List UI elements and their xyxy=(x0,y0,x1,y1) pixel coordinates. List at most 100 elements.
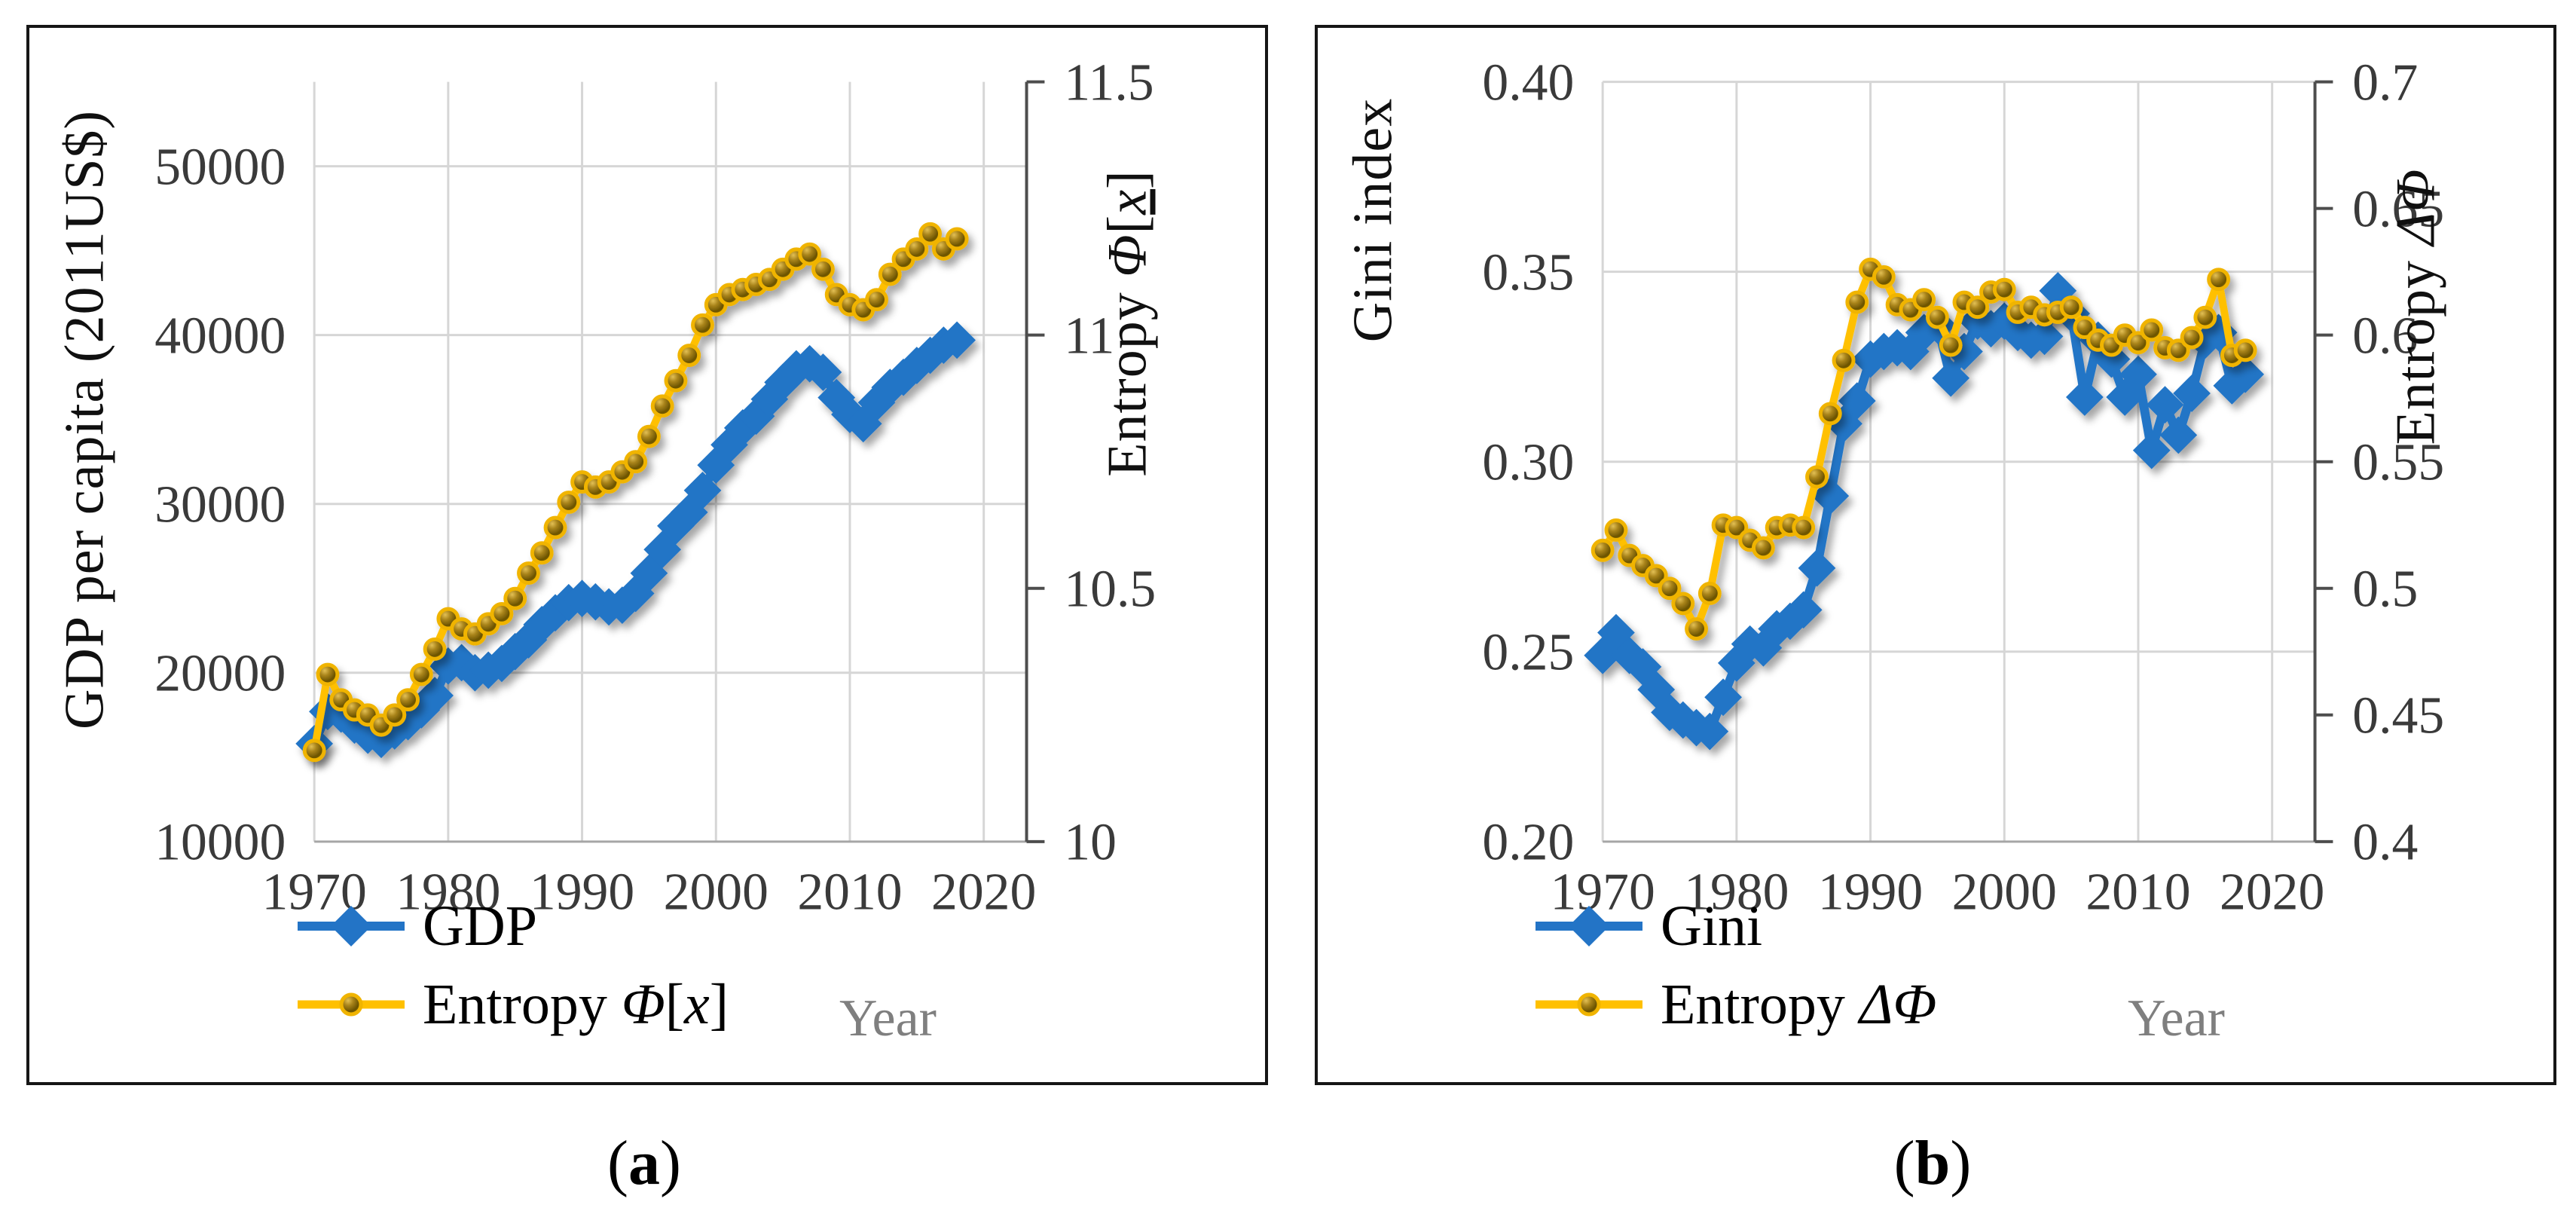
data-point-marker xyxy=(1798,549,1836,587)
data-point-marker xyxy=(1658,576,1682,601)
tick-label: 1990 xyxy=(1818,863,1923,921)
label-part: x xyxy=(684,973,710,1036)
data-point-marker xyxy=(2025,317,2064,356)
data-point-marker xyxy=(1872,264,1896,289)
tick-label: 2010 xyxy=(797,863,902,921)
tick-label: 2020 xyxy=(931,863,1036,921)
tick-label: 10000 xyxy=(154,814,286,872)
data-point-marker xyxy=(1805,465,1829,489)
label-part: Φ xyxy=(1096,234,1159,277)
tick-label: 0.35 xyxy=(1482,244,1574,302)
panel-b-x-axis-title: Year xyxy=(2128,989,2225,1047)
tick-label: 1990 xyxy=(530,863,634,921)
tick-label: 0.40 xyxy=(1482,54,1574,112)
data-point-marker xyxy=(637,424,661,448)
label-part: x xyxy=(1096,188,1159,215)
panel-b-legend-item-gini: Gini xyxy=(1532,896,1762,956)
x-tick-labels: 1970 1980 1990 2000 2010 2020 xyxy=(262,863,1037,921)
tick-label: 2020 xyxy=(2220,863,2324,921)
data-point-marker xyxy=(945,227,969,251)
tick-label: 20000 xyxy=(154,645,286,703)
data-point-marker xyxy=(503,586,527,610)
tick-label: 0.7 xyxy=(2352,54,2418,112)
tick-label: 0.5 xyxy=(2352,561,2418,619)
data-point-marker xyxy=(677,344,701,367)
entropy-phi-x-markers xyxy=(302,222,969,763)
chart-a-plot: 10000200003000040000500001010.51111.5197… xyxy=(154,54,1156,921)
data-point-marker xyxy=(1966,295,1990,320)
chart-b-plot: 0.20 0.25 0.30 0.35 0.40 0.4 0.45 0.5 0.55 0.6 0.6… xyxy=(1482,54,2444,921)
data-point-marker xyxy=(817,378,856,417)
panel-a: 10000 20000 30000 40000 50000 10 10.5 11 11.5 197… xyxy=(26,25,1268,1085)
x-tick-labels: 1970 1980 1990 2000 2010 2020 xyxy=(1551,863,2325,921)
data-point-marker xyxy=(396,688,420,712)
data-point-marker xyxy=(2173,375,2211,412)
data-point-marker xyxy=(624,450,648,474)
data-point-marker xyxy=(2207,268,2231,292)
entropy-delta-phi-markers xyxy=(1591,257,2257,641)
data-point-marker xyxy=(1925,305,1949,329)
panel-b-legend-item-entropy: Entropy ΔΦ xyxy=(1532,974,1936,1035)
tick-label: 2000 xyxy=(1952,863,2057,921)
tick-label: 11 xyxy=(1064,307,1114,365)
label-part: Gini xyxy=(1661,894,1763,958)
data-point-marker xyxy=(1845,290,1869,314)
label-part: ] xyxy=(709,973,729,1036)
horizontal-gridlines xyxy=(314,165,1027,843)
data-point-marker xyxy=(865,288,888,312)
panel-a-x-axis-title: Year xyxy=(839,989,937,1047)
data-point-marker xyxy=(2140,318,2164,342)
tick-label: 0.4 xyxy=(2352,814,2418,872)
tick-label: 1970 xyxy=(1551,863,1655,921)
data-point-marker xyxy=(2059,295,2083,320)
panel-b-right-axis-title: Entropy ΔΦ xyxy=(2385,169,2449,445)
panel-a-legend-label-gdp: GDP xyxy=(423,897,537,955)
data-point-marker xyxy=(409,662,433,686)
right-axis xyxy=(2313,80,2333,843)
tick-label: 2000 xyxy=(664,863,769,921)
series-entropy-phi-x xyxy=(302,222,969,763)
tick-label: 10 xyxy=(1064,814,1117,872)
gini-legend-marker-icon xyxy=(1536,906,1642,946)
data-point-marker xyxy=(2180,326,2204,350)
caption-b: (b) xyxy=(1893,1128,1972,1198)
data-point-marker xyxy=(798,242,822,266)
label-part: GDP xyxy=(423,894,538,958)
data-point-marker xyxy=(650,394,674,418)
label-part: Entropy xyxy=(2385,245,2447,445)
data-point-marker xyxy=(302,738,326,763)
data-point-marker xyxy=(1792,515,1816,540)
tick-label: 1980 xyxy=(396,863,500,921)
tick-label: 40000 xyxy=(154,307,286,365)
data-point-marker xyxy=(1751,536,1775,560)
right-tick-labels: 10 10.5 11 11.5 xyxy=(1064,54,1156,871)
tick-label: 0.30 xyxy=(1482,434,1574,492)
tick-label: 30000 xyxy=(154,476,286,534)
data-point-marker xyxy=(1691,712,1729,751)
panel-b-left-axis-title: Gini index xyxy=(1342,98,1406,342)
panel-a-right-axis-title: Entropy Φ[x] xyxy=(1096,170,1160,476)
data-point-marker xyxy=(1912,288,1936,312)
label-part: ] xyxy=(1096,170,1159,189)
data-point-marker xyxy=(423,637,447,661)
data-point-marker xyxy=(1591,538,1615,562)
data-point-marker xyxy=(2193,305,2217,329)
data-point-marker xyxy=(918,222,943,246)
tick-label: 1980 xyxy=(1684,863,1789,921)
data-point-marker xyxy=(530,541,554,565)
data-point-marker xyxy=(2233,338,2257,362)
data-point-marker xyxy=(811,257,835,281)
panel-b-legend-label-entropy: Entropy ΔΦ xyxy=(1661,976,1936,1033)
horizontal-gridlines xyxy=(1603,81,2315,843)
data-point-marker xyxy=(683,471,722,509)
tick-label: 11.5 xyxy=(1064,54,1154,112)
data-point-marker xyxy=(2066,378,2104,416)
data-point-marker xyxy=(1832,348,1856,372)
data-point-marker xyxy=(1784,591,1823,629)
panel-a-legend-item-entropy: Entropy Φ[x] xyxy=(295,974,729,1035)
panel-a-legend-item-gdp: GDP xyxy=(295,896,537,956)
left-tick-labels: 10000 20000 30000 40000 50000 xyxy=(154,139,286,872)
tick-label: 50000 xyxy=(154,139,286,197)
label-part: GDP per capita (2011US$) xyxy=(53,109,116,730)
tick-label: 0.6 xyxy=(2352,307,2418,365)
